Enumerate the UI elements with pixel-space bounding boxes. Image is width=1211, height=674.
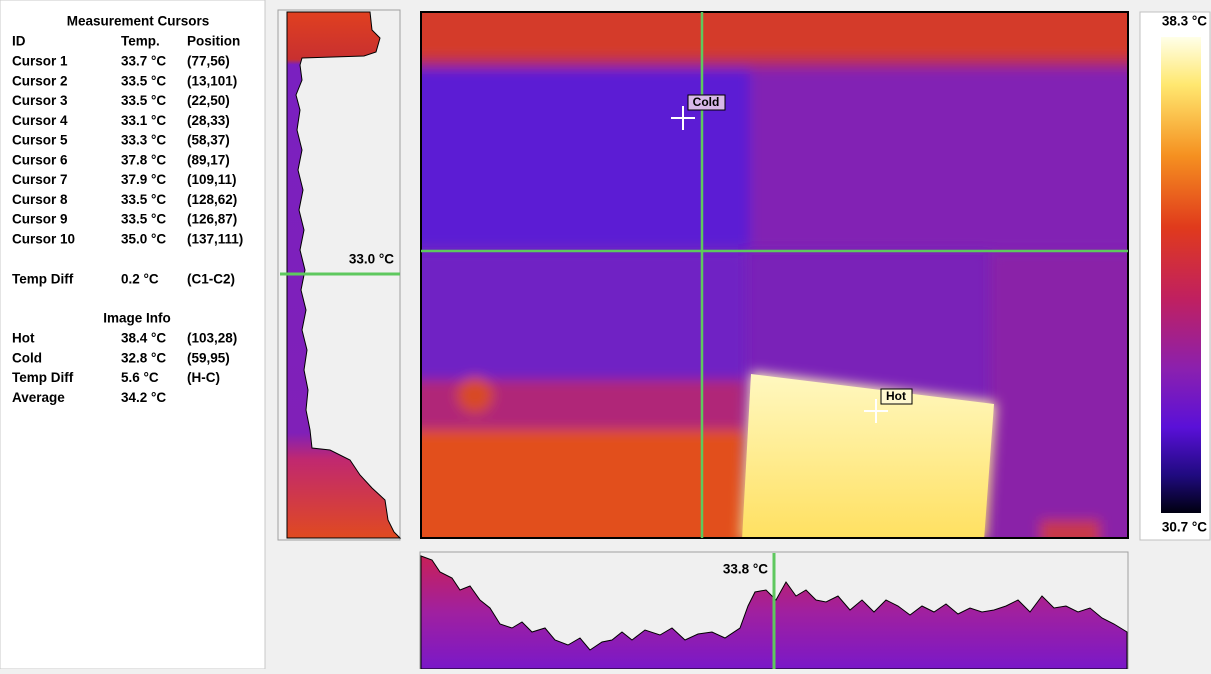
cursor-cell: Cursor 9 [12, 212, 68, 227]
cursor-cell: 33.5 °C [121, 73, 166, 88]
cursor-cell: Cursor 2 [12, 73, 68, 88]
cursor-cell: Cursor 8 [12, 192, 68, 207]
cursor-cell: 35.0 °C [121, 231, 166, 246]
cursor-cell: (89,17) [187, 152, 230, 167]
cursor-cell: Cursor 4 [12, 113, 68, 128]
thermal-image [400, 0, 1160, 560]
info-cell: 32.8 °C [121, 350, 166, 365]
cursor-cell: 33.7 °C [121, 54, 166, 69]
hot-label: Hot [886, 389, 906, 403]
column-header: ID [12, 34, 26, 49]
cursor-cell: (58,37) [187, 133, 230, 148]
cursor-cell: Cursor 6 [12, 152, 68, 167]
section-title: Image Info [103, 311, 171, 326]
temp-diff-cell: (C1-C2) [187, 272, 235, 287]
thermal-viewer: Measurement Cursors ID Temp. Position Cursor… [0, 0, 1211, 669]
cursor-cell: (128,62) [187, 192, 237, 207]
info-cell: Temp Diff [12, 370, 74, 385]
column-header: Position [187, 34, 240, 49]
info-cell: (59,95) [187, 350, 230, 365]
cursor-cell: (28,33) [187, 113, 230, 128]
table-title: Measurement Cursors [67, 14, 210, 29]
info-cell: 5.6 °C [121, 370, 159, 385]
cursor-cell: (126,87) [187, 212, 237, 227]
cursor-cell: Cursor 5 [12, 133, 68, 148]
info-cell: (103,28) [187, 331, 237, 346]
scale-min: 30.7 °C [1162, 520, 1207, 535]
cursor-cell: Cursor 7 [12, 172, 68, 187]
info-cell: (H-C) [187, 370, 220, 385]
scale-max: 38.3 °C [1162, 14, 1207, 29]
cursor-cell: (22,50) [187, 93, 230, 108]
cursor-cell: 33.5 °C [121, 192, 166, 207]
cursor-cell: (13,101) [187, 73, 237, 88]
cursor-cell: Cursor 3 [12, 93, 68, 108]
color-scale [1161, 37, 1201, 513]
cursor-cell: 37.9 °C [121, 172, 166, 187]
vertical-profile-label: 33.0 °C [349, 252, 394, 267]
info-cell: 34.2 °C [121, 390, 166, 405]
cursor-cell: 33.5 °C [121, 93, 166, 108]
cold-label: Cold [693, 95, 720, 109]
cursor-cell: Cursor 1 [12, 54, 68, 69]
horizontal-profile-label: 33.8 °C [723, 562, 768, 577]
cursor-cell: 33.1 °C [121, 113, 166, 128]
info-cell: Hot [12, 331, 35, 346]
cursor-cell: 37.8 °C [121, 152, 166, 167]
info-cell: 38.4 °C [121, 331, 166, 346]
column-header: Temp. [121, 34, 160, 49]
cursor-cell: 33.3 °C [121, 133, 166, 148]
cursor-cell: (109,11) [187, 172, 237, 187]
cursor-cell: (77,56) [187, 54, 230, 69]
cursor-cell: (137,111) [187, 231, 243, 246]
temp-diff-cell: 0.2 °C [121, 272, 159, 287]
temp-diff-cell: Temp Diff [12, 272, 74, 287]
info-cell: Average [12, 390, 65, 405]
cursor-cell: 33.5 °C [121, 212, 166, 227]
cursor-cell: Cursor 10 [12, 231, 75, 246]
info-cell: Cold [12, 350, 42, 365]
